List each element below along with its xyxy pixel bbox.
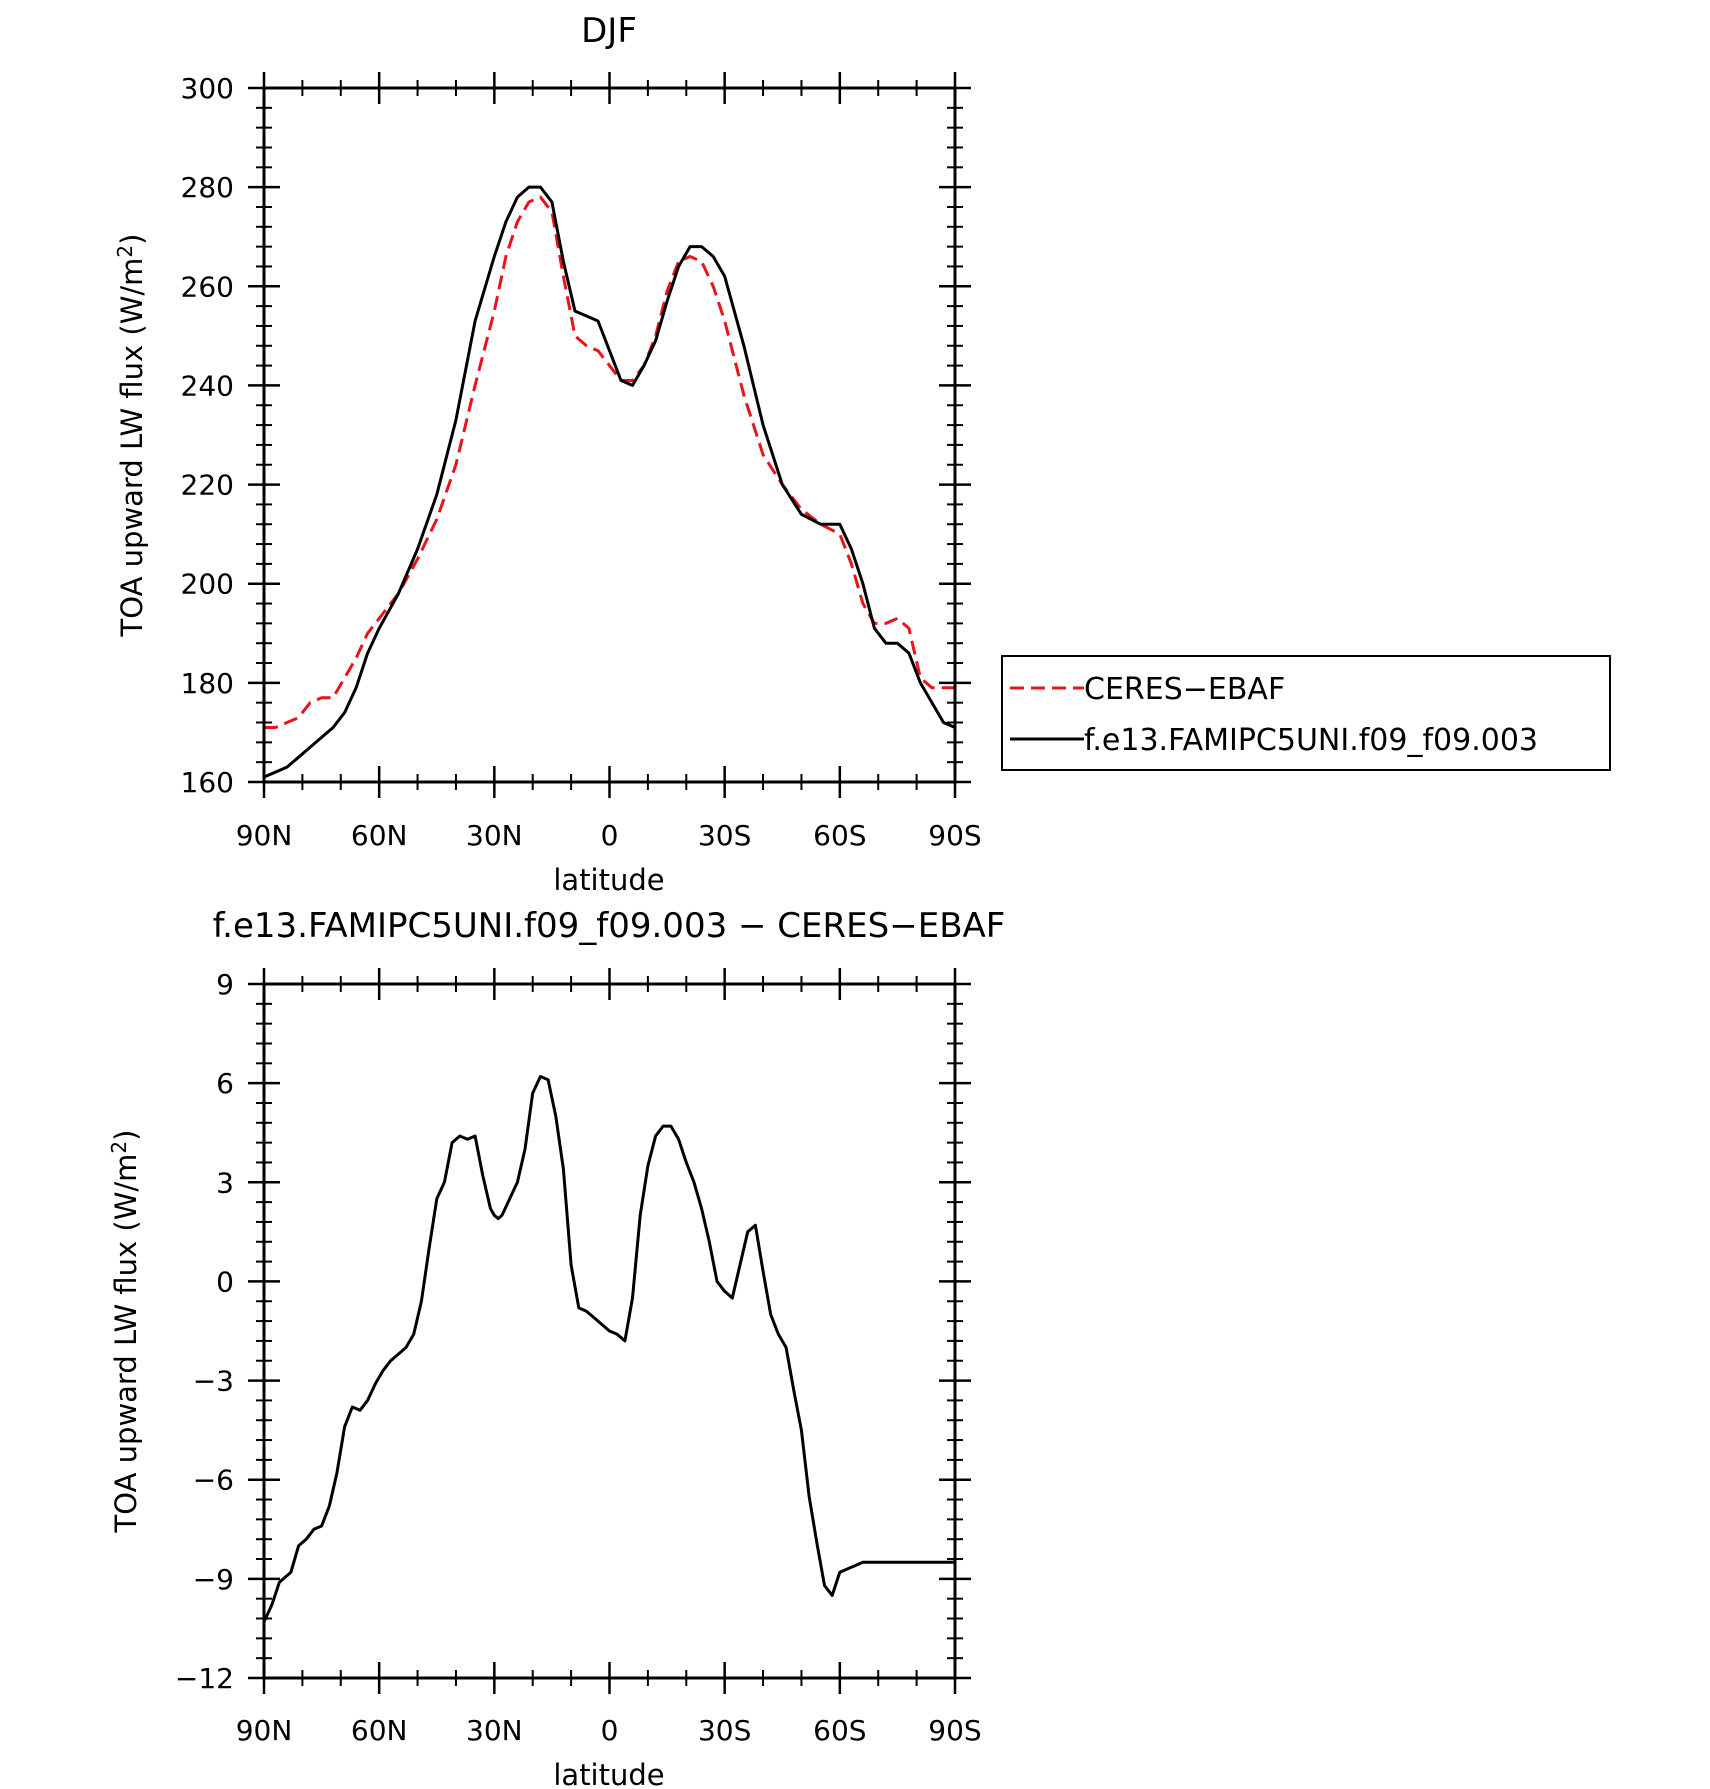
- top-series-lines: [263, 185, 956, 779]
- bottom-series-lines: [262, 1075, 955, 1623]
- top-y-axis-label: TOA upward LW flux (W/m2): [113, 234, 149, 638]
- bottom-chart-title: f.e13.FAMIPC5UNI.f09_f09.003 − CERES−EBA…: [213, 906, 1006, 946]
- y-tick-label: 9: [216, 968, 234, 1001]
- y-tick-label: 180: [181, 667, 234, 700]
- y-tick-label: 220: [181, 469, 234, 502]
- x-tick-label: 90S: [928, 1714, 981, 1747]
- y-tick-label: −6: [193, 1464, 234, 1497]
- y-tick-label: 260: [181, 270, 234, 303]
- x-tick-label: 30S: [698, 819, 751, 852]
- y-tick-label: 0: [216, 1265, 234, 1298]
- x-tick-label: 30N: [466, 819, 523, 852]
- y-tick-label: 240: [181, 369, 234, 402]
- bottom-x-tick-labels: 90N 60N 30N 0 30S 60S 90S: [236, 1714, 982, 1747]
- x-tick-label: 60N: [351, 819, 408, 852]
- series-line-1: [264, 195, 955, 729]
- y-tick-label: 300: [181, 72, 234, 105]
- bottom-panel: f.e13.FAMIPC5UNI.f09_f09.003 − CERES−EBA…: [107, 906, 1005, 1789]
- series-line-2: [263, 185, 956, 779]
- series-line-1: [262, 1075, 955, 1623]
- x-tick-label: 30N: [466, 1714, 523, 1747]
- legend-label-ceres: CERES−EBAF: [1084, 672, 1285, 707]
- y-tick-label: −3: [193, 1365, 234, 1398]
- top-x-tick-labels: 90N 60N 30N 0 30S 60S 90S: [236, 819, 982, 852]
- x-tick-label: 30S: [698, 1714, 751, 1747]
- y-tick-label: 3: [216, 1166, 234, 1199]
- y-tick-label: 160: [181, 766, 234, 799]
- x-tick-label: 60N: [351, 1714, 408, 1747]
- bottom-y-axis-label: TOA upward LW flux (W/m2): [107, 1130, 143, 1534]
- x-tick-label: 60S: [813, 819, 866, 852]
- x-tick-label: 60S: [813, 1714, 866, 1747]
- top-chart-title: DJF: [581, 11, 637, 51]
- legend-box: [1001, 655, 1611, 771]
- y-tick-label: −12: [175, 1662, 234, 1695]
- x-tick-label: 0: [601, 1714, 619, 1747]
- top-panel: DJF 160 180 200 220 240 260 280 300 90N 60N 30N 0 3…: [113, 11, 1611, 897]
- x-tick-label: 90N: [236, 1714, 293, 1747]
- x-tick-label: 0: [601, 819, 619, 852]
- y-tick-label: 200: [181, 568, 234, 601]
- top-y-tick-labels: 160 180 200 220 240 260 280 300: [181, 72, 234, 799]
- x-tick-label: 90S: [928, 819, 981, 852]
- y-tick-label: 280: [181, 171, 234, 204]
- top-x-axis-label: latitude: [553, 863, 664, 897]
- y-tick-label: −9: [193, 1563, 234, 1596]
- bottom-plot-frame: [262, 982, 957, 1680]
- bottom-y-tick-labels: −12 −9 −6 −3 0 3 6 9: [175, 968, 234, 1695]
- legend: CERES−EBAF f.e13.FAMIPC5UNI.f09_f09.003: [1001, 655, 1611, 771]
- y-tick-label: 6: [216, 1067, 234, 1100]
- x-tick-label: 90N: [236, 819, 293, 852]
- bottom-x-axis-label: latitude: [553, 1758, 664, 1789]
- legend-label-model: f.e13.FAMIPC5UNI.f09_f09.003: [1084, 723, 1538, 758]
- top-plot-frame: [262, 86, 957, 784]
